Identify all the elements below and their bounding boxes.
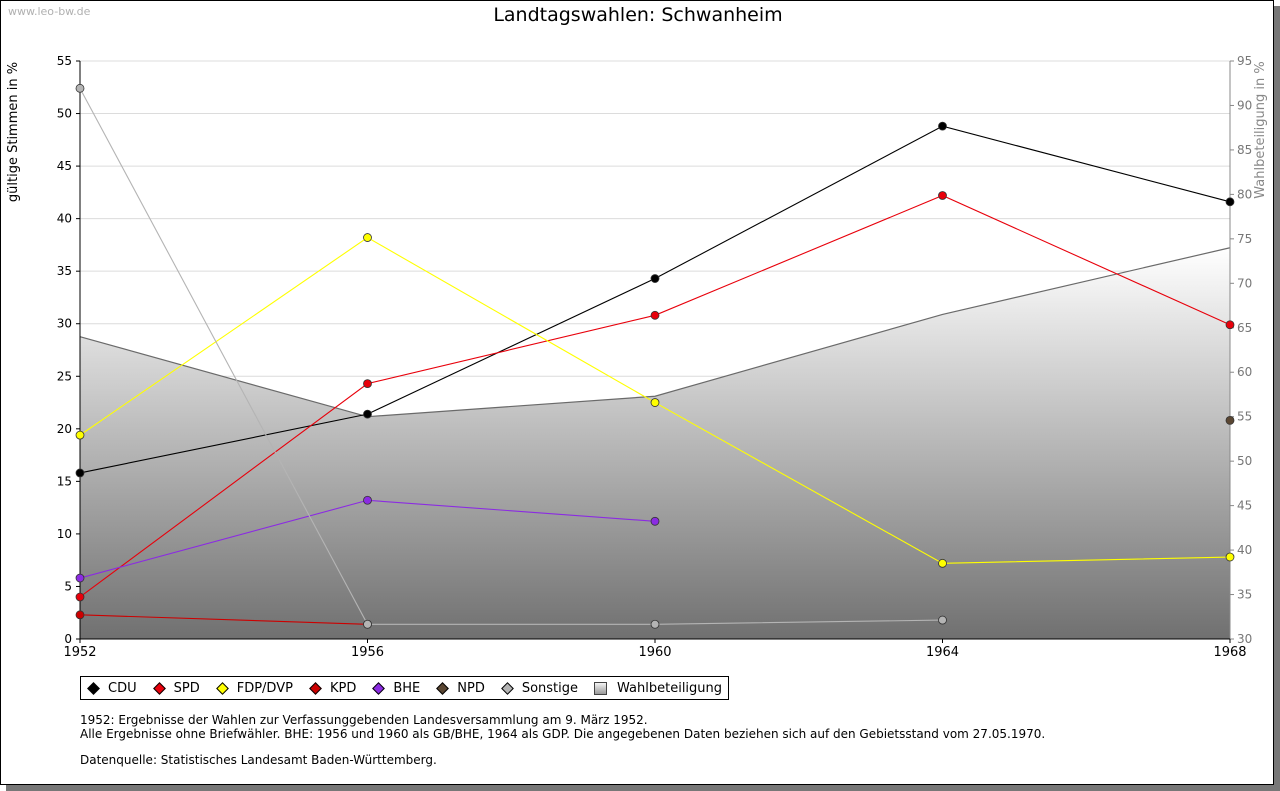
turnout-area-line	[79, 247, 1231, 418]
legend-label-npd: NPD	[457, 680, 485, 696]
point-cdu-1964	[938, 121, 947, 131]
point-sonstige-1960	[650, 619, 660, 629]
note-line-3: Datenquelle: Statistisches Landesamt Bad…	[80, 753, 437, 767]
point-fdp-dvp-1964	[938, 558, 947, 568]
point-fdp-dvp-1956	[363, 233, 372, 242]
point-npd-1968	[1225, 416, 1235, 425]
legend-item-npd: NPD	[434, 681, 485, 696]
turnout-area	[79, 247, 1231, 639]
y2-tick-label-6: 60	[1237, 365, 1252, 379]
y2-tick-label-1: 35	[1237, 588, 1252, 602]
y-tick-label-5: 25	[57, 369, 72, 383]
legend-label-wahlbeteiligung: Wahlbeteiligung	[617, 680, 723, 696]
series-line-kpd	[79, 614, 368, 625]
legend-item-bhe: BHE	[370, 681, 420, 696]
y2-tick-label-5: 55	[1237, 410, 1252, 424]
point-cdu-1968	[1225, 197, 1235, 207]
y2-tick-label-12: 90	[1237, 98, 1252, 112]
point-cdu-1956	[363, 409, 372, 419]
y2-tick-label-3: 45	[1237, 499, 1252, 513]
point-fdp-dvp-1968	[1225, 552, 1235, 562]
legend-label-cdu: CDU	[108, 680, 137, 696]
y2-tick-label-4: 50	[1237, 454, 1252, 468]
y-tick-label-3: 15	[57, 474, 72, 488]
y2-axis-label: Wahlbeteiligung in %	[1253, 61, 1268, 198]
point-sonstige-1956	[363, 619, 372, 629]
legend-marker-fdp	[215, 681, 229, 695]
legend-label-spd: SPD	[173, 680, 200, 696]
legend-item-fdp: FDP/DVP	[214, 681, 293, 696]
watermark: www.leo-bw.de	[8, 5, 91, 18]
y2-tick-label-9: 75	[1237, 232, 1252, 246]
point-cdu-1952	[75, 468, 85, 478]
y2-tick-label-2: 40	[1237, 543, 1252, 557]
point-bhe-1960	[650, 516, 660, 526]
legend-marker-cdu	[87, 681, 100, 695]
y2-tick-label-0: 30	[1237, 632, 1252, 646]
legend-item-kpd: KPD	[307, 681, 356, 696]
note-line-2: Alle Ergebnisse ohne Briefwähler. BHE: 1…	[80, 727, 1046, 741]
series-points	[75, 83, 1235, 629]
y-tick-label-7: 35	[57, 264, 72, 278]
point-spd-1956	[363, 379, 372, 389]
legend-marker-sonstige	[500, 681, 514, 695]
y2-tick-label-11: 85	[1237, 143, 1252, 157]
y-tick-label-0: 0	[64, 632, 72, 646]
legend-marker-kpd	[309, 681, 322, 695]
series-line-sonstige	[79, 88, 943, 625]
legend-item-sonstige: Sonstige	[499, 681, 578, 696]
legend-item-wahlbeteiligung: Wahlbeteiligung	[592, 681, 722, 696]
chart-title: Landtagswahlen: Schwanheim	[493, 4, 782, 26]
point-spd-1952	[75, 592, 85, 602]
axes: 0 5 10 15 20 25 30 35 40 45 50 55 30 35 40 45 50 55 60 65 70…	[57, 54, 1253, 660]
point-bhe-1956	[363, 495, 372, 505]
legend-marker-bhe	[372, 681, 386, 695]
legend-marker-npd	[436, 681, 450, 695]
y2-tick-label-13: 95	[1237, 54, 1252, 68]
y-tick-label-9: 45	[57, 159, 72, 173]
legend-label-sonstige: Sonstige	[521, 680, 579, 696]
point-sonstige-1964	[938, 615, 947, 625]
y-tick-label-2: 10	[57, 527, 72, 541]
point-fdp-dvp-1952	[75, 430, 85, 440]
y-tick-label-1: 5	[64, 579, 72, 593]
x-tick-label-2: 1960	[638, 645, 671, 660]
y-axis-label: gültige Stimmen in %	[6, 62, 21, 202]
turnout-area-fill	[80, 247, 1230, 639]
point-spd-1968	[1225, 320, 1235, 330]
x-tick-label-3: 1964	[926, 645, 959, 660]
y-tick-label-11: 55	[57, 54, 72, 68]
legend: CDU SPD FDP/DVP KPD BHE NPD Sonstige Wah…	[80, 676, 730, 700]
point-sonstige-1952	[75, 83, 85, 93]
point-spd-1964	[938, 191, 947, 200]
y-tick-label-8: 40	[57, 212, 72, 226]
legend-marker-wahlbeteiligung	[594, 681, 608, 695]
legend-item-spd: SPD	[151, 681, 200, 696]
legend-marker-spd	[152, 681, 166, 695]
x-tick-label-1: 1956	[351, 645, 384, 660]
y2-tick-label-8: 70	[1237, 276, 1252, 290]
legend-label-bhe: BHE	[393, 680, 421, 696]
y-tick-label-4: 20	[57, 422, 72, 436]
y-tick-label-6: 30	[57, 317, 72, 331]
y-tick-label-10: 50	[57, 107, 72, 121]
point-bhe-1952	[75, 573, 85, 583]
x-tick-label-4: 1968	[1213, 645, 1246, 660]
legend-label-kpd: KPD	[329, 680, 357, 696]
legend-label-fdp: FDP/DVP	[236, 680, 293, 696]
x-tick-label-0: 1952	[63, 645, 96, 660]
point-spd-1960	[650, 310, 660, 320]
point-cdu-1960	[650, 274, 660, 283]
legend-item-cdu: CDU	[85, 681, 137, 696]
point-kpd-1952	[75, 610, 85, 620]
point-fdp-dvp-1960	[650, 398, 660, 407]
y2-tick-label-10: 80	[1237, 187, 1252, 201]
y2-tick-label-7: 65	[1237, 321, 1252, 335]
note-line-1: 1952: Ergebnisse der Wahlen zur Verfassu…	[80, 713, 648, 727]
